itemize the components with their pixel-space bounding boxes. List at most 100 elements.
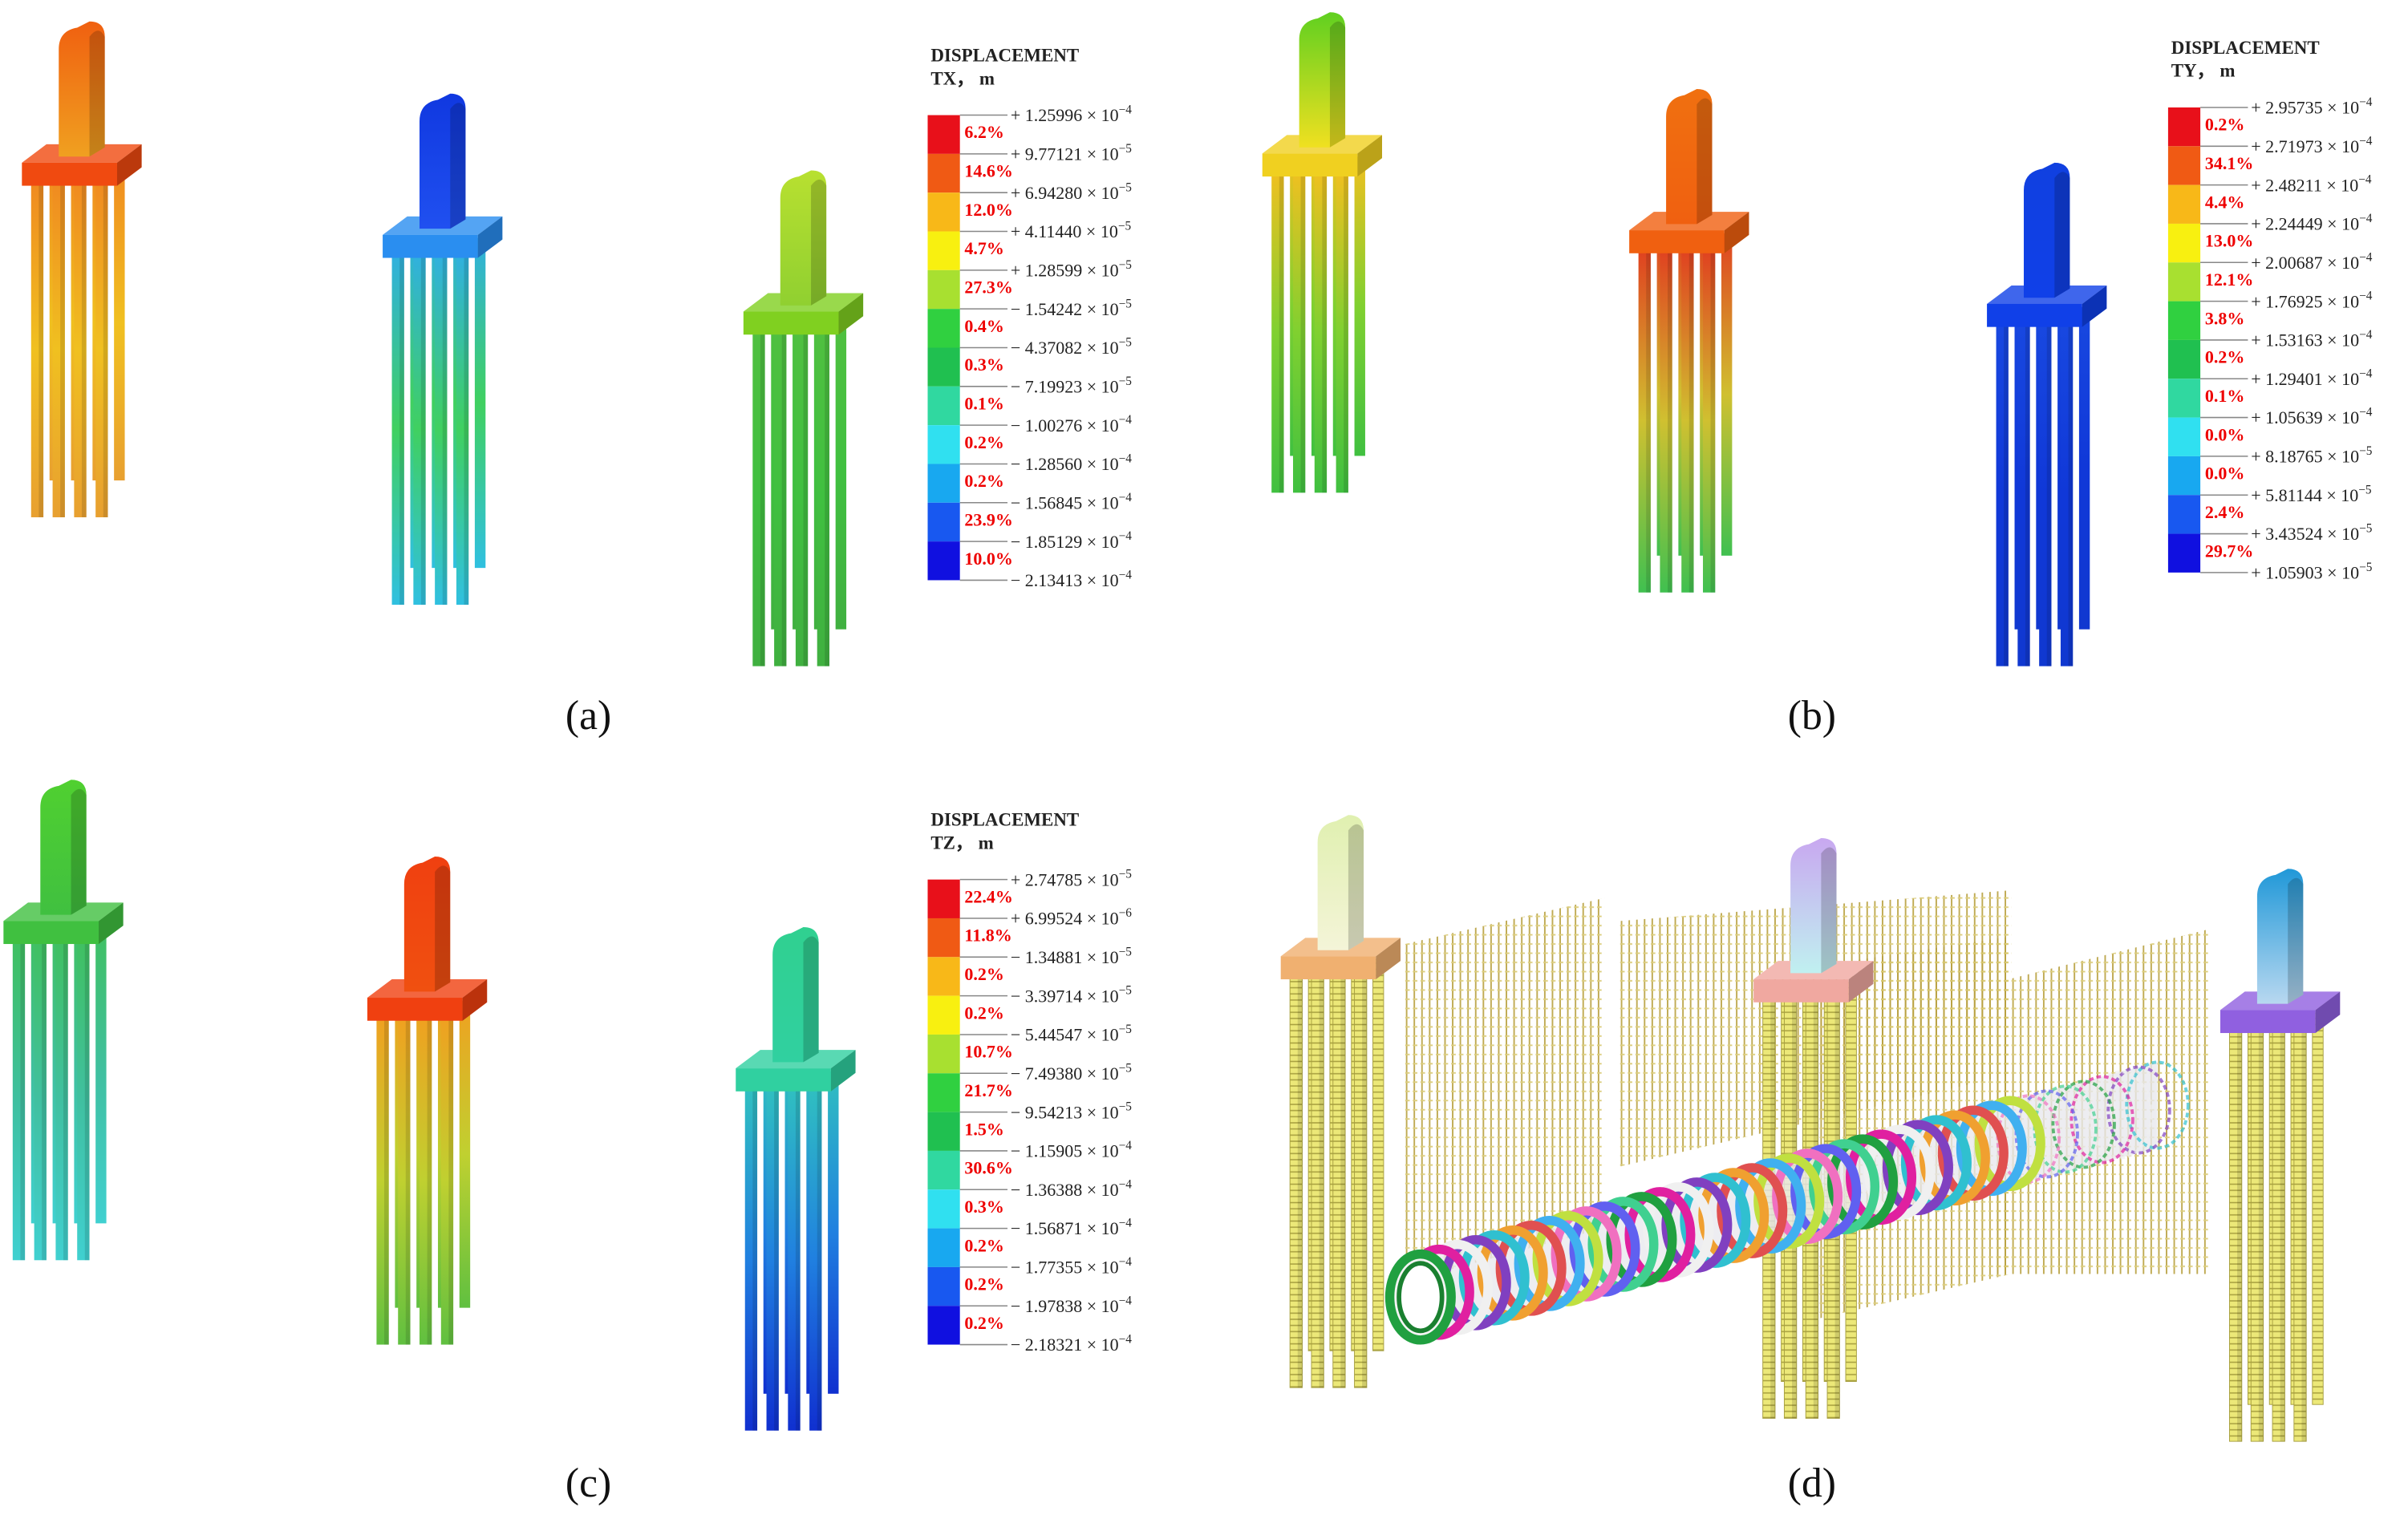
band-percent: 0.0%	[2205, 424, 2245, 444]
color-band	[927, 1266, 960, 1306]
level-exponent: −4	[2358, 173, 2372, 187]
level-mantissa: + 4.11440 × 10	[1011, 221, 1118, 241]
level-label: − 1.36388 × 10−4	[1011, 1177, 1132, 1200]
band-percent: 3.8%	[2205, 308, 2245, 328]
panel-label: (d)	[1788, 1460, 1836, 1506]
color-band	[927, 386, 960, 426]
pile-shade	[1297, 974, 1303, 1388]
color-band	[927, 541, 960, 581]
pier-side	[1697, 98, 1713, 225]
pile	[1354, 156, 1365, 456]
band-percent: 10.7%	[964, 1042, 1012, 1062]
pile	[114, 165, 125, 481]
pier	[1666, 89, 1713, 225]
pier	[1317, 815, 1364, 950]
level-label: − 1.34881 × 10−5	[1011, 945, 1132, 967]
pile	[2078, 306, 2090, 630]
pile	[34, 939, 47, 1261]
band-percent: 22.4%	[964, 886, 1012, 906]
level-label: − 1.15905 × 10−4	[1011, 1139, 1132, 1161]
pile	[413, 253, 426, 606]
legend-unit: TZ， m	[930, 832, 993, 853]
level-exponent: −4	[1119, 491, 1133, 504]
color-band	[2167, 184, 2201, 224]
band-percent: 0.2%	[2205, 115, 2245, 135]
level-label: − 5.44547 × 10−5	[1011, 1023, 1132, 1045]
color-band	[927, 1112, 960, 1151]
pile-shade	[420, 253, 426, 606]
pile-group	[1987, 162, 2107, 666]
level-label: + 3.43524 × 10−5	[2251, 522, 2372, 545]
cap-side	[462, 979, 488, 1021]
pile	[1681, 249, 1694, 593]
band-percent: 0.4%	[964, 316, 1004, 336]
band-percent: 12.1%	[2205, 269, 2254, 290]
color-band	[927, 957, 960, 996]
level-exponent: −5	[1119, 375, 1133, 388]
cap-side	[1357, 135, 1383, 177]
level-mantissa: − 1.97838 × 10	[1011, 1296, 1119, 1316]
cap-side-shade	[477, 216, 503, 258]
level-mantissa: − 1.15905 × 10	[1011, 1141, 1119, 1161]
pier-side	[450, 103, 466, 229]
pile-shade	[84, 939, 90, 1261]
pile	[744, 1087, 758, 1431]
cap-front	[743, 311, 839, 335]
pile-shade	[2301, 1028, 2307, 1442]
cap-side	[477, 216, 503, 258]
level-exponent: −5	[1119, 258, 1133, 272]
pile-shade	[1667, 249, 1672, 593]
level-label: + 4.11440 × 10−5	[1011, 220, 1132, 242]
level-label: + 2.00687 × 10−4	[2251, 250, 2372, 273]
diaphragm-wall	[1405, 897, 1605, 1282]
level-label: − 9.54213 × 10−5	[1011, 1100, 1132, 1123]
pile-group	[736, 926, 856, 1431]
pile-shade	[20, 939, 26, 1261]
color-band	[927, 347, 960, 387]
level-mantissa: + 2.95735 × 10	[2251, 98, 2359, 118]
band-percent: 14.6%	[964, 161, 1012, 181]
band-percent: 34.1%	[2205, 153, 2254, 173]
level-exponent: −4	[1119, 1255, 1133, 1269]
cap-side	[830, 1050, 856, 1092]
color-band	[2167, 107, 2201, 147]
color-band	[927, 1306, 960, 1345]
pile-shade	[1340, 974, 1346, 1388]
pile	[398, 1015, 411, 1345]
tunnel-mouth	[1397, 1261, 1445, 1334]
level-exponent: −5	[2359, 522, 2373, 536]
color-band	[927, 1150, 960, 1190]
legend-unit: TX， m	[930, 68, 995, 88]
level-mantissa: + 2.00687 × 10	[2251, 253, 2359, 273]
cap-side	[2315, 991, 2341, 1034]
pile-group	[22, 21, 142, 517]
cap-front	[2219, 1010, 2316, 1034]
pile-shade	[1710, 249, 1716, 593]
level-mantissa: + 6.99524 × 10	[1011, 909, 1119, 929]
pile-shade	[427, 1015, 432, 1345]
pile	[1314, 172, 1328, 493]
level-mantissa: − 9.54213 × 10	[1011, 1102, 1119, 1122]
level-exponent: −5	[1119, 1061, 1133, 1075]
color-band	[2167, 533, 2201, 573]
pier	[780, 170, 827, 306]
level-exponent: −5	[2359, 561, 2373, 574]
color-band	[927, 309, 960, 348]
cap-front	[22, 162, 117, 186]
pier-side	[811, 179, 827, 306]
pile	[1336, 172, 1348, 493]
panel-label: (c)	[566, 1460, 611, 1506]
band-percent: 4.7%	[964, 238, 1004, 258]
band-percent: 11.8%	[964, 926, 1011, 946]
color-band	[2167, 223, 2201, 263]
cap-side	[1724, 212, 1749, 253]
band-percent: 10.0%	[964, 549, 1012, 569]
color-band	[927, 425, 960, 464]
level-mantissa: + 1.76925 × 10	[2251, 291, 2359, 311]
pile-shade	[1344, 172, 1348, 493]
level-label: + 5.81144 × 10−5	[2251, 483, 2372, 505]
band-percent: 0.2%	[964, 1313, 1004, 1333]
level-exponent: −4	[2359, 406, 2373, 419]
